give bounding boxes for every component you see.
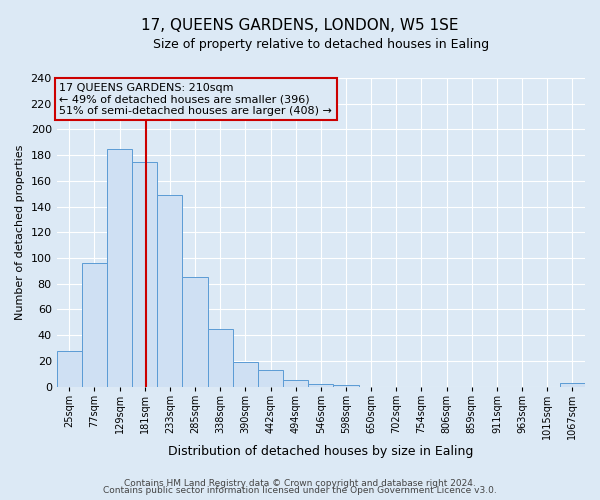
Title: Size of property relative to detached houses in Ealing: Size of property relative to detached ho… [153,38,489,51]
Bar [208,329,233,386]
Bar [283,380,308,386]
X-axis label: Distribution of detached houses by size in Ealing: Distribution of detached houses by size … [168,444,473,458]
Text: Contains HM Land Registry data © Crown copyright and database right 2024.: Contains HM Land Registry data © Crown c… [124,478,476,488]
Bar [82,263,107,386]
Bar [560,383,585,386]
Bar [308,384,334,386]
Bar [233,362,258,386]
Text: Contains public sector information licensed under the Open Government Licence v3: Contains public sector information licen… [103,486,497,495]
Bar [56,350,82,386]
Y-axis label: Number of detached properties: Number of detached properties [15,144,25,320]
Bar [157,195,182,386]
Bar [132,162,157,386]
Bar [107,149,132,386]
Text: 17 QUEENS GARDENS: 210sqm
← 49% of detached houses are smaller (396)
51% of semi: 17 QUEENS GARDENS: 210sqm ← 49% of detac… [59,82,332,116]
Text: 17, QUEENS GARDENS, LONDON, W5 1SE: 17, QUEENS GARDENS, LONDON, W5 1SE [141,18,459,32]
Bar [182,278,208,386]
Bar [258,370,283,386]
